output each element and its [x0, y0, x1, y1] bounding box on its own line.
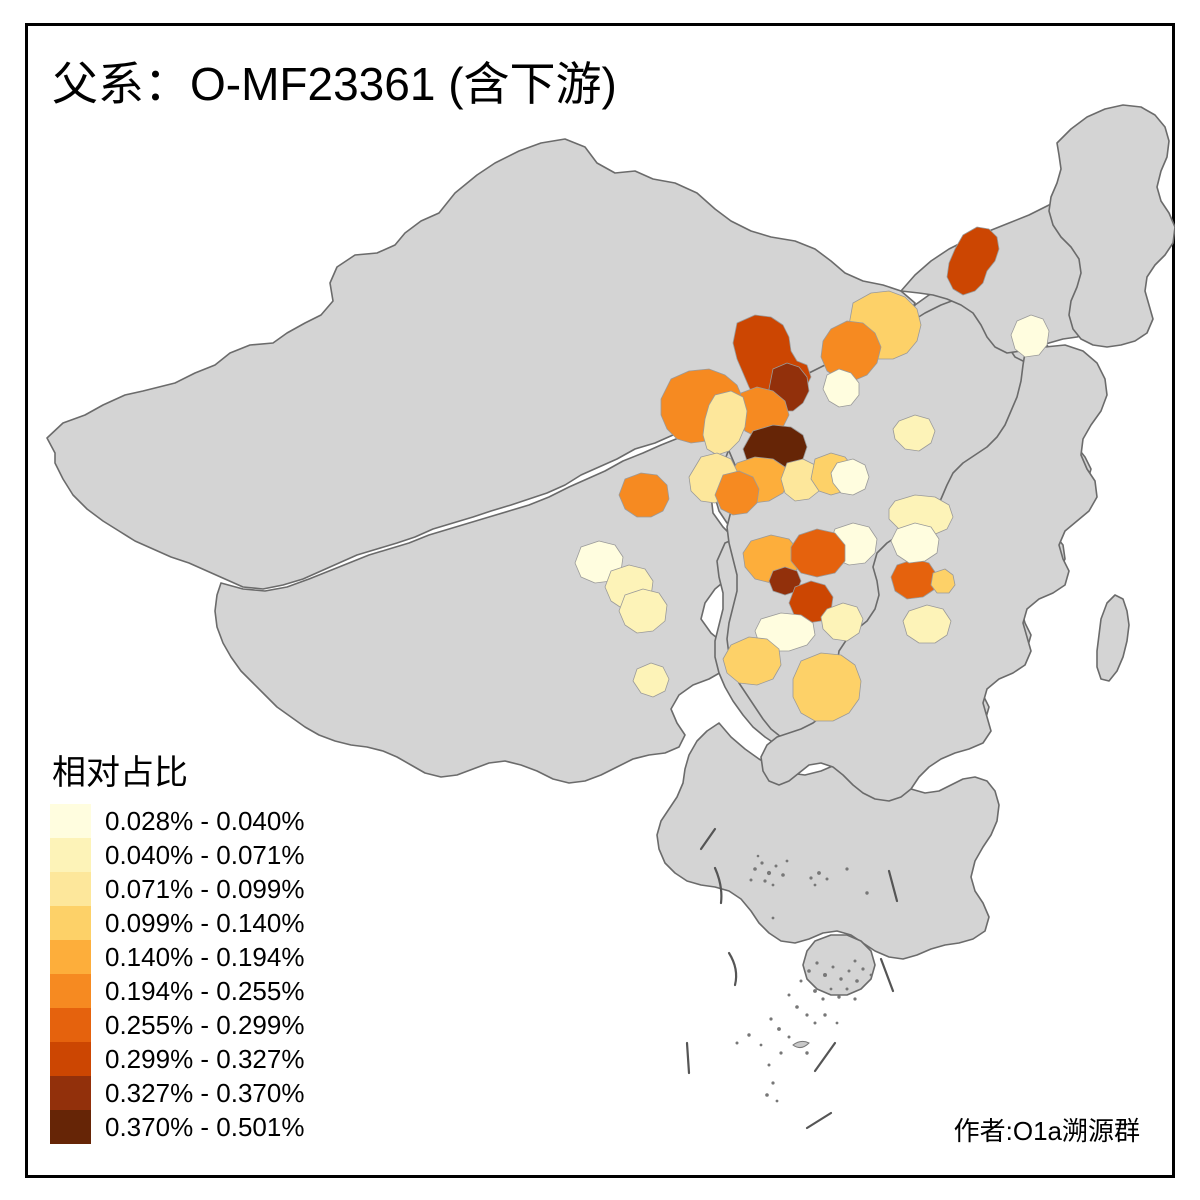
- legend-label: 0.071% - 0.099%: [105, 873, 305, 904]
- prefecture-hebei-north: [820, 320, 882, 382]
- prefecture-heilongjiang-west: [946, 226, 1000, 296]
- region-hainan: [802, 934, 876, 996]
- prefecture-guangxi-west: [632, 662, 670, 698]
- legend-swatch: [50, 838, 91, 872]
- prefecture-shandong-peninsula: [888, 494, 954, 536]
- legend: 相对占比 0.028% - 0.040% 0.040% - 0.071% 0.0…: [50, 745, 304, 1144]
- legend-label: 0.194% - 0.255%: [105, 975, 305, 1006]
- legend-row: 0.194% - 0.255%: [50, 974, 304, 1008]
- legend-swatch: [50, 804, 91, 838]
- author-credit: 作者:O1a溯源群: [953, 1116, 1140, 1146]
- legend-swatch: [50, 872, 91, 906]
- prefecture-shaanxi-south: [714, 470, 760, 516]
- prefecture-shandong-far: [830, 458, 870, 496]
- nine-dash-line: [685, 827, 899, 1130]
- prefecture-henan-east: [780, 458, 822, 502]
- legend-row: 0.370% - 0.501%: [50, 1110, 304, 1144]
- legend-label: 0.040% - 0.071%: [105, 839, 305, 870]
- legend-label: 0.028% - 0.040%: [105, 805, 305, 836]
- legend-swatch: [50, 1042, 91, 1076]
- legend-row: 0.255% - 0.299%: [50, 1008, 304, 1042]
- page-title: 父系：O-MF23361 (含下游): [52, 58, 617, 110]
- legend-swatch: [50, 940, 91, 974]
- legend-label: 0.099% - 0.140%: [105, 907, 305, 938]
- china-choropleth-map: [46, 104, 1175, 1130]
- prefecture-zhejiang-south: [902, 604, 952, 644]
- map-data-layer: [574, 226, 1050, 722]
- prefecture-jiangxi-north: [820, 602, 864, 642]
- prefecture-hebei-east: [1010, 314, 1050, 358]
- legend-swatch: [50, 1110, 91, 1144]
- legend-row: 0.040% - 0.071%: [50, 838, 304, 872]
- legend-row: 0.071% - 0.099%: [50, 872, 304, 906]
- prefecture-beijing: [822, 368, 860, 408]
- legend-label: 0.327% - 0.370%: [105, 1077, 305, 1108]
- prefecture-fujian-jiangxi: [792, 652, 862, 722]
- image-frame: [25, 23, 1175, 1178]
- prefecture-liaoning-west: [892, 414, 936, 452]
- legend-swatch: [50, 1008, 91, 1042]
- prefecture-shanghai: [930, 568, 956, 594]
- prefecture-hubei-north: [790, 528, 846, 578]
- prefecture-jiangsu-north: [890, 522, 940, 564]
- prefecture-gansu-east: [618, 472, 670, 518]
- region-taiwan: [1096, 594, 1130, 682]
- legend-label: 0.255% - 0.299%: [105, 1009, 305, 1040]
- prefecture-guizhou-east: [722, 636, 782, 686]
- legend-title: 相对占比: [52, 754, 188, 792]
- legend-row: 0.327% - 0.370%: [50, 1076, 304, 1110]
- legend-label: 0.370% - 0.501%: [105, 1111, 305, 1142]
- legend-label: 0.299% - 0.327%: [105, 1043, 305, 1074]
- region-northeast: [1048, 104, 1175, 348]
- prefecture-shanxi-central: [702, 390, 748, 456]
- island-speckles: [735, 854, 873, 1103]
- prefecture-hunan-north: [618, 588, 668, 634]
- legend-swatch: [50, 1076, 91, 1110]
- legend-row: 0.028% - 0.040%: [50, 804, 304, 838]
- legend-rows: 0.028% - 0.040% 0.040% - 0.071% 0.071% -…: [50, 804, 304, 1144]
- legend-label: 0.140% - 0.194%: [105, 941, 305, 972]
- legend-row: 0.299% - 0.327%: [50, 1042, 304, 1076]
- legend-swatch: [50, 906, 91, 940]
- south-china-sea-layer: [685, 827, 899, 1130]
- legend-row: 0.099% - 0.140%: [50, 906, 304, 940]
- legend-row: 0.140% - 0.194%: [50, 940, 304, 974]
- legend-swatch: [50, 974, 91, 1008]
